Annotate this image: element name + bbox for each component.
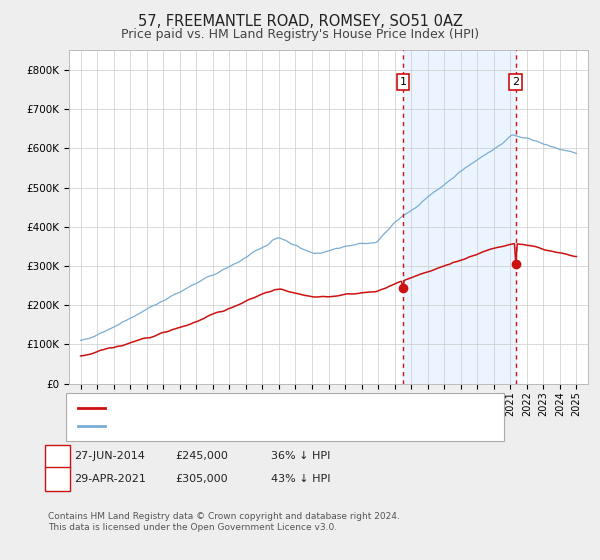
Text: Price paid vs. HM Land Registry's House Price Index (HPI): Price paid vs. HM Land Registry's House … <box>121 28 479 41</box>
Text: 27-JUN-2014: 27-JUN-2014 <box>74 451 145 461</box>
Text: 2: 2 <box>512 77 520 87</box>
Text: 29-APR-2021: 29-APR-2021 <box>74 474 146 484</box>
Text: £245,000: £245,000 <box>175 451 228 461</box>
Bar <box>403 50 516 384</box>
Text: 57, FREEMANTLE ROAD, ROMSEY, SO51 0AZ: 57, FREEMANTLE ROAD, ROMSEY, SO51 0AZ <box>137 14 463 29</box>
Text: Contains HM Land Registry data © Crown copyright and database right 2024.
This d: Contains HM Land Registry data © Crown c… <box>48 512 400 532</box>
Text: 1: 1 <box>54 451 61 461</box>
Text: 1: 1 <box>400 77 406 87</box>
Text: 2: 2 <box>54 474 61 484</box>
Text: 36% ↓ HPI: 36% ↓ HPI <box>271 451 331 461</box>
Text: 57, FREEMANTLE ROAD, ROMSEY, SO51 0AZ (detached house): 57, FREEMANTLE ROAD, ROMSEY, SO51 0AZ (d… <box>110 403 436 413</box>
Text: £305,000: £305,000 <box>175 474 228 484</box>
Text: 43% ↓ HPI: 43% ↓ HPI <box>271 474 331 484</box>
Text: HPI: Average price, detached house, Test Valley: HPI: Average price, detached house, Test… <box>110 421 358 431</box>
